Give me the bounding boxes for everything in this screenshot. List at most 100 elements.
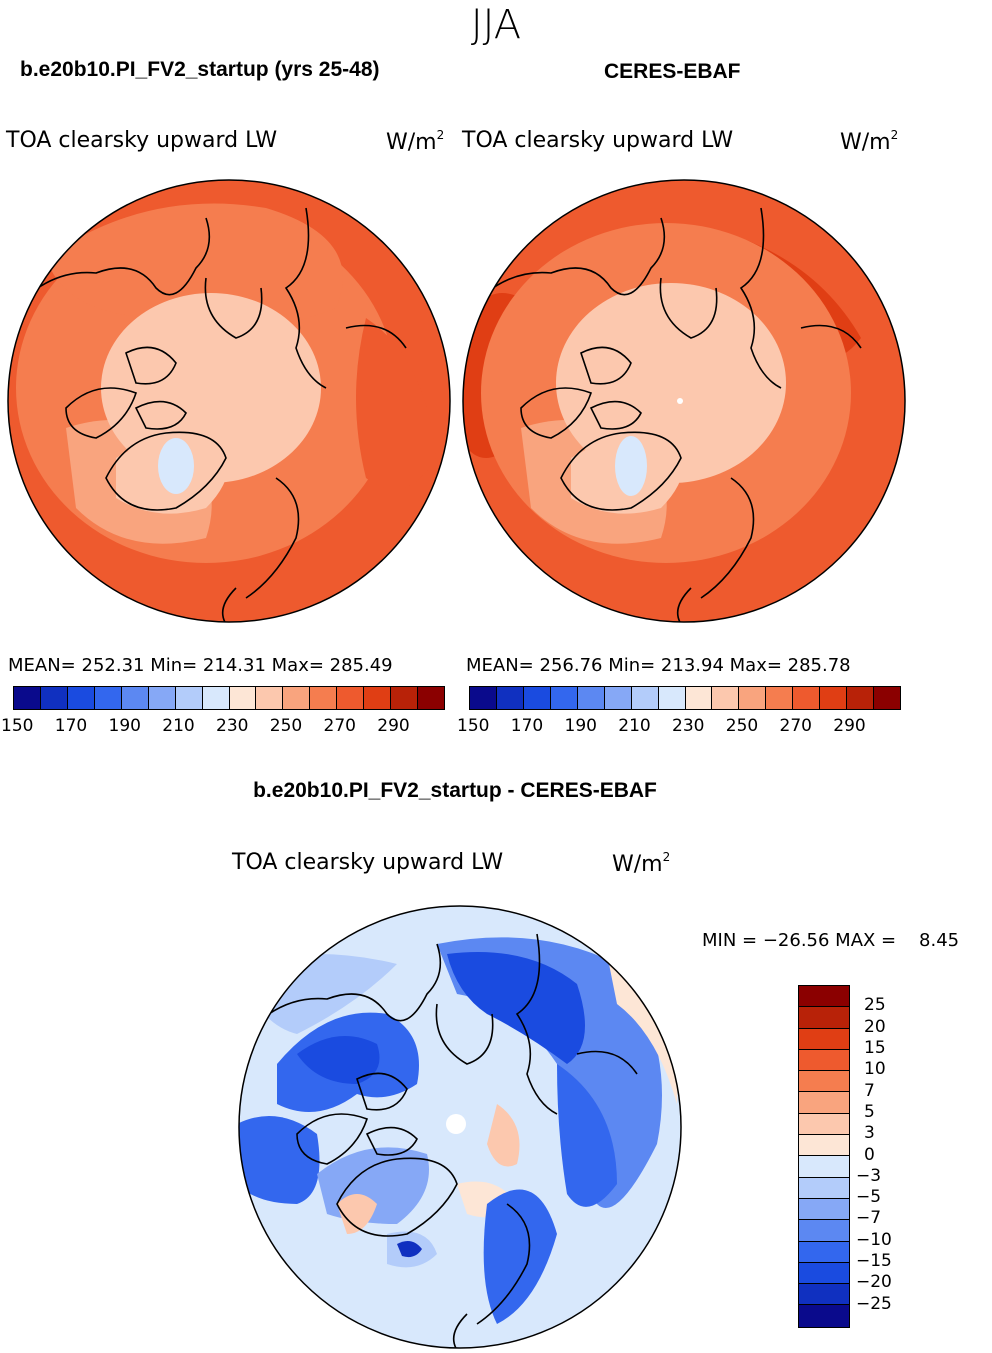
right-colorbar-ticks: 150 170 190 210 230 250 270 290	[457, 716, 899, 740]
colorbar-swatch	[799, 1262, 849, 1285]
diff-panel-title: b.e20b10.PI_FV2_startup - CERES-EBAF	[253, 779, 657, 802]
colorbar-tick-label: 210	[618, 716, 651, 736]
colorbar-swatch	[685, 687, 713, 709]
left-colorbar	[13, 686, 445, 710]
colorbar-swatch	[799, 1198, 849, 1221]
left-polar-map	[7, 179, 451, 623]
colorbar-swatch	[799, 1241, 849, 1263]
colorbar-swatch	[799, 986, 849, 1008]
colorbar-swatch	[604, 687, 632, 709]
colorbar-tick-label: −3	[856, 1165, 882, 1186]
right-polar-map	[462, 179, 906, 623]
colorbar-swatch	[496, 687, 524, 709]
colorbar-tick-label: 0	[864, 1144, 875, 1165]
colorbar-swatch	[470, 687, 497, 709]
colorbar-swatch	[631, 687, 659, 709]
colorbar-tick-label: 230	[672, 716, 705, 736]
colorbar-tick-label: 290	[377, 716, 410, 736]
colorbar-swatch	[739, 687, 767, 709]
colorbar-tick-label: −5	[856, 1187, 882, 1208]
colorbar-swatch	[712, 687, 740, 709]
colorbar-tick-label: −7	[856, 1208, 882, 1229]
colorbar-tick-label: −15	[856, 1251, 892, 1272]
colorbar-tick-label: 250	[725, 716, 759, 736]
colorbar-tick-label: 250	[269, 716, 303, 736]
colorbar-swatch	[799, 1156, 849, 1178]
colorbar-swatch	[799, 1177, 849, 1199]
colorbar-swatch	[820, 687, 848, 709]
colorbar-swatch	[799, 1092, 849, 1114]
colorbar-swatch	[799, 1305, 849, 1327]
colorbar-swatch	[550, 687, 578, 709]
colorbar-swatch	[337, 687, 365, 709]
colorbar-swatch	[799, 1135, 849, 1157]
colorbar-swatch	[847, 687, 875, 709]
colorbar-swatch	[94, 687, 122, 709]
colorbar-tick-label: 20	[864, 1016, 886, 1037]
colorbar-swatch	[799, 1071, 849, 1093]
colorbar-tick-label: 150	[457, 716, 490, 736]
colorbar-swatch	[148, 687, 176, 709]
colorbar-swatch	[577, 687, 605, 709]
colorbar-swatch	[799, 1284, 849, 1306]
colorbar-swatch	[799, 1113, 849, 1136]
colorbar-swatch	[229, 687, 257, 709]
diff-colorbar-labels: 25 20 15 10 7 5 3 0 −3 −5 −7 −10 −15 −20 −25	[856, 985, 916, 1326]
colorbar-tick-label: 3	[864, 1123, 875, 1144]
diff-polar-map	[238, 905, 682, 1349]
colorbar-tick-label: 25	[864, 995, 886, 1016]
colorbar-tick-label: 210	[162, 716, 195, 736]
colorbar-swatch	[523, 687, 551, 709]
season-title: JJA	[470, 2, 522, 48]
colorbar-tick-label: −25	[856, 1293, 892, 1314]
colorbar-swatch	[14, 687, 41, 709]
colorbar-swatch	[175, 687, 203, 709]
colorbar-swatch	[310, 687, 338, 709]
left-units-label: W/m2	[386, 128, 445, 155]
colorbar-swatch	[799, 1220, 849, 1242]
colorbar-swatch	[799, 1028, 849, 1050]
colorbar-swatch	[418, 687, 444, 709]
colorbar-tick-label: 10	[864, 1059, 886, 1080]
colorbar-swatch	[121, 687, 149, 709]
colorbar-swatch	[391, 687, 419, 709]
colorbar-swatch	[658, 687, 686, 709]
colorbar-tick-label: 7	[864, 1080, 875, 1101]
colorbar-tick-label: −10	[856, 1229, 892, 1250]
diff-variable-label: TOA clearsky upward LW	[232, 850, 504, 875]
colorbar-tick-label: 5	[864, 1101, 875, 1122]
right-units-label: W/m2	[840, 128, 899, 155]
colorbar-tick-label: 15	[864, 1037, 886, 1058]
left-stats: MEAN= 252.31 Min= 214.31 Max= 285.49	[8, 655, 393, 676]
colorbar-swatch	[793, 687, 821, 709]
colorbar-tick-label: 190	[564, 716, 597, 736]
diff-minmax: MIN = −26.56 MAX = 8.45	[702, 930, 960, 951]
colorbar-tick-label: 170	[54, 716, 88, 736]
colorbar-swatch	[364, 687, 392, 709]
right-variable-label: TOA clearsky upward LW	[462, 128, 734, 153]
colorbar-swatch	[766, 687, 794, 709]
colorbar-swatch	[874, 687, 900, 709]
colorbar-tick-label: 270	[323, 716, 356, 736]
colorbar-swatch	[283, 687, 311, 709]
colorbar-swatch	[256, 687, 284, 709]
colorbar-tick-label: −20	[856, 1272, 892, 1293]
colorbar-swatch	[67, 687, 95, 709]
colorbar-swatch	[40, 687, 68, 709]
colorbar-tick-label: 290	[833, 716, 866, 736]
colorbar-tick-label: 150	[1, 716, 34, 736]
right-panel-title: CERES-EBAF	[604, 60, 741, 83]
colorbar-swatch	[202, 687, 230, 709]
colorbar-tick-label: 190	[108, 716, 141, 736]
colorbar-swatch	[799, 1007, 849, 1029]
colorbar-swatch	[799, 1049, 849, 1072]
left-panel-title: b.e20b10.PI_FV2_startup (yrs 25-48)	[20, 58, 380, 81]
right-colorbar	[469, 686, 901, 710]
right-stats: MEAN= 256.76 Min= 213.94 Max= 285.78	[466, 655, 851, 676]
left-colorbar-ticks: 150 170 190 210 230 250 270 290	[1, 716, 443, 740]
colorbar-tick-label: 170	[510, 716, 544, 736]
diff-colorbar	[798, 985, 850, 1328]
colorbar-tick-label: 230	[216, 716, 249, 736]
left-variable-label: TOA clearsky upward LW	[6, 128, 278, 153]
diff-units-label: W/m2	[612, 850, 671, 877]
